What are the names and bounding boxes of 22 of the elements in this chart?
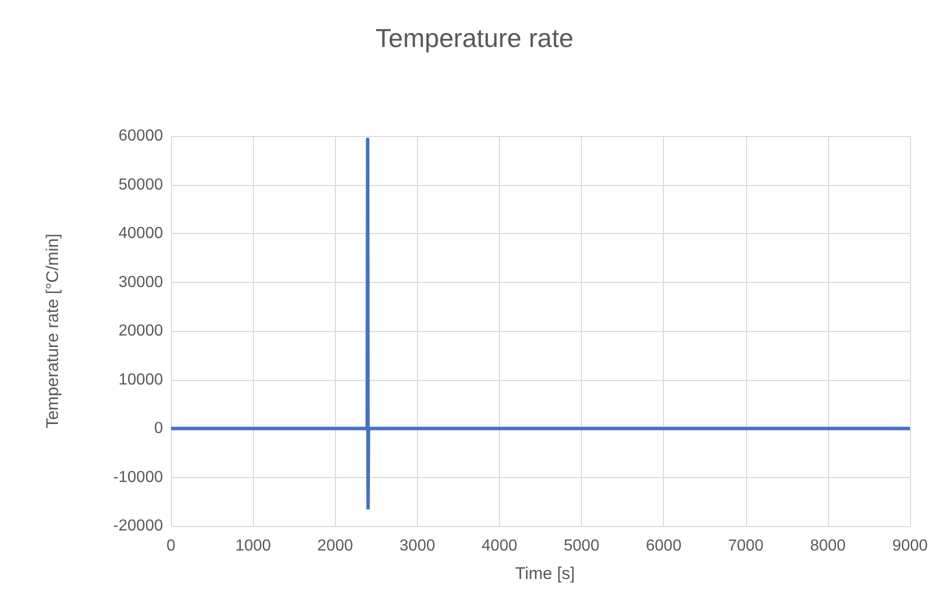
- x-tick-label: 3000: [400, 538, 436, 554]
- x-tick-label: 2000: [317, 538, 354, 554]
- y-axis-title: Temperature rate [°C/min]: [43, 234, 62, 428]
- x-tick-label: 5000: [564, 538, 600, 554]
- x-tick-label: 1000: [235, 538, 272, 554]
- y-tick-label: 50000: [118, 176, 164, 194]
- x-axis-title: Time [s]: [515, 564, 575, 583]
- y-tick-label: -20000: [113, 518, 164, 534]
- y-tick-label: 10000: [118, 371, 164, 388]
- y-tick-label: -10000: [113, 468, 164, 486]
- x-tick-label: 9000: [892, 538, 928, 554]
- x-tick-label: 8000: [810, 538, 846, 554]
- x-tick-label: 4000: [482, 538, 518, 554]
- y-tick-label: 30000: [118, 274, 164, 291]
- y-tick-label: 60000: [118, 128, 164, 144]
- y-tick-label: 0: [154, 420, 164, 437]
- x-tick-label: 7000: [728, 538, 764, 554]
- chart-title: Temperature rate: [376, 23, 574, 53]
- x-tick-label: 0: [166, 538, 176, 554]
- x-tick-label: 6000: [646, 538, 682, 554]
- y-tick-label: 20000: [118, 322, 164, 340]
- y-tick-label: 40000: [118, 225, 164, 242]
